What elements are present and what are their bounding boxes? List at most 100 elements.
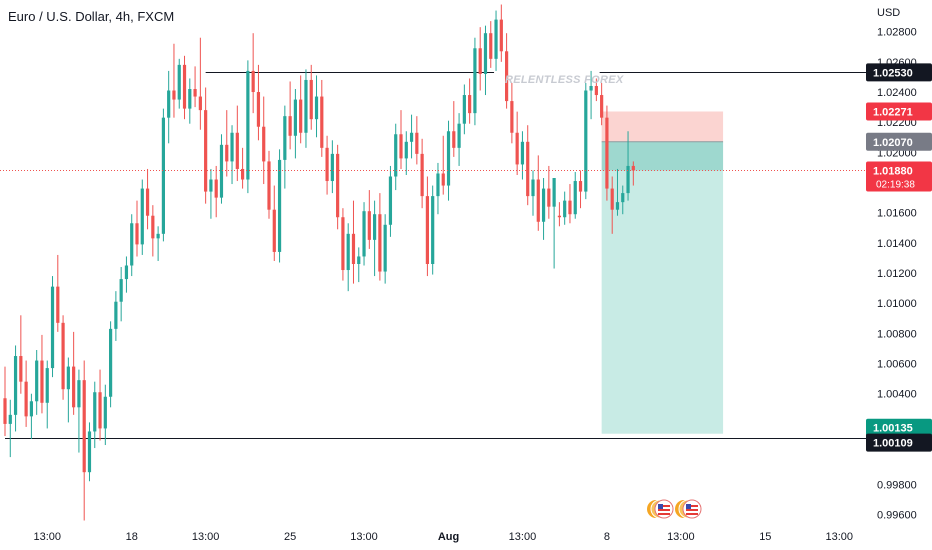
time-tick-label: 15	[759, 531, 771, 543]
candle-body	[336, 153, 340, 218]
candle	[573, 171, 577, 219]
take-profit-zone[interactable]	[601, 170, 724, 434]
price-tag-label: 1.02070	[873, 137, 913, 149]
candle	[72, 331, 76, 415]
position-tool[interactable]	[601, 111, 724, 434]
candle	[256, 64, 261, 141]
candle-body	[378, 214, 382, 272]
candle	[288, 81, 292, 150]
time-tick-label: 18	[126, 531, 138, 543]
candle	[431, 185, 435, 275]
candle-body	[151, 215, 155, 239]
candle	[409, 114, 414, 159]
candle-body	[29, 401, 33, 417]
candle	[93, 381, 97, 449]
time-tick-label: 25	[284, 531, 296, 543]
candle	[13, 345, 18, 432]
candle-body	[399, 134, 403, 159]
candle-body	[341, 217, 345, 271]
candle	[235, 105, 239, 182]
candle	[262, 96, 266, 185]
candle-body	[309, 79, 313, 120]
candle-body	[578, 181, 583, 192]
time-axis[interactable]: 13:00 18 13:00 25 13:00 Aug 13:00 8 13:00 15 13:00	[33, 531, 853, 543]
candle-body	[489, 33, 493, 59]
candle-body	[452, 131, 456, 148]
symbol-title[interactable]: Euro / U.S. Dollar, 4h, FXCM	[8, 9, 175, 24]
stop-loss-zone[interactable]	[601, 111, 724, 142]
candle-body	[388, 176, 393, 225]
candle-body	[621, 193, 625, 203]
candle-body	[293, 99, 297, 136]
candle	[40, 334, 44, 414]
candle	[241, 147, 245, 189]
candle-body	[204, 110, 208, 192]
candle-body	[214, 179, 218, 198]
candle	[204, 87, 208, 204]
time-tick-label: 13:00	[192, 531, 220, 543]
price-tick-label: 1.02800	[877, 27, 917, 39]
currency-label[interactable]: USD	[877, 7, 901, 19]
event-icons[interactable]	[646, 498, 706, 520]
candle-body	[13, 356, 18, 415]
candle	[145, 168, 150, 230]
candle	[309, 64, 313, 130]
entry-zone[interactable]	[601, 141, 724, 171]
candle-body	[404, 141, 408, 159]
candle	[124, 256, 129, 293]
candle-body	[50, 286, 55, 369]
candle-body	[77, 380, 81, 408]
time-tick-label: 13:00	[350, 531, 378, 543]
candle	[557, 202, 561, 227]
candle-body	[351, 233, 356, 264]
candle	[77, 369, 81, 453]
candle-body	[536, 179, 540, 222]
candle-body	[193, 89, 197, 97]
candle	[161, 108, 165, 242]
candle-body	[547, 188, 551, 207]
candle	[584, 82, 588, 200]
price-tag-level: 1.00109	[866, 433, 932, 452]
candle	[293, 89, 297, 159]
candle-body	[515, 132, 519, 165]
candle	[277, 149, 282, 263]
candle-body	[8, 414, 12, 424]
candle	[436, 162, 440, 215]
candle	[156, 226, 160, 261]
candle-body	[468, 95, 472, 114]
candle-body	[256, 92, 261, 127]
us-flag-event-icon[interactable]	[647, 499, 674, 519]
candle-body	[367, 211, 371, 240]
price-tick-label: 1.00800	[877, 328, 917, 340]
candle	[615, 168, 620, 216]
candle-body	[82, 380, 86, 473]
price-tick-label: 1.01600	[877, 208, 917, 220]
price-tick-label: 1.01400	[877, 238, 917, 250]
candle	[452, 101, 456, 157]
candle	[214, 165, 218, 218]
candle-body	[61, 322, 65, 390]
candle	[399, 110, 403, 169]
candle	[336, 144, 340, 230]
horizontal-levels[interactable]	[5, 72, 866, 439]
candle-body	[140, 188, 144, 245]
candle	[209, 168, 213, 219]
candle	[56, 254, 60, 332]
candle	[103, 384, 107, 446]
candle	[357, 247, 361, 283]
candle-body	[573, 181, 577, 215]
candle	[515, 111, 519, 175]
candle	[325, 135, 329, 195]
candle	[29, 393, 33, 439]
candle-body	[615, 202, 620, 210]
candle	[140, 179, 144, 255]
price-tag-stop: 1.02271	[866, 102, 932, 121]
candle-body	[494, 19, 498, 59]
us-flag-event-icon-2[interactable]	[675, 499, 702, 519]
candle	[230, 125, 234, 185]
candle-body	[462, 95, 466, 124]
candle-body	[230, 132, 234, 162]
time-tick-label: 13:00	[509, 531, 537, 543]
